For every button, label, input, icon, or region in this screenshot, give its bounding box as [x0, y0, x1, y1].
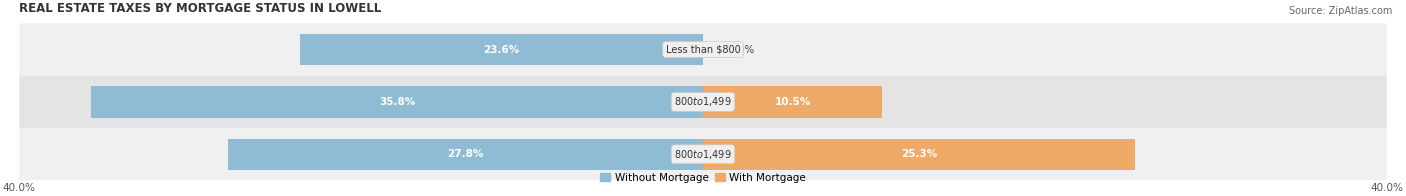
Text: $800 to $1,499: $800 to $1,499	[675, 95, 731, 108]
Text: 23.6%: 23.6%	[484, 44, 519, 54]
FancyBboxPatch shape	[20, 128, 1386, 181]
Bar	[703, 139, 1136, 170]
FancyBboxPatch shape	[20, 23, 1386, 76]
Text: 0.0%: 0.0%	[728, 44, 755, 54]
Text: Source: ZipAtlas.com: Source: ZipAtlas.com	[1288, 6, 1392, 16]
Bar	[228, 139, 703, 170]
Text: Less than $800: Less than $800	[665, 44, 741, 54]
Bar	[703, 86, 883, 118]
Text: $800 to $1,499: $800 to $1,499	[675, 148, 731, 161]
Text: REAL ESTATE TAXES BY MORTGAGE STATUS IN LOWELL: REAL ESTATE TAXES BY MORTGAGE STATUS IN …	[20, 3, 381, 15]
Text: 27.8%: 27.8%	[447, 149, 484, 159]
Legend: Without Mortgage, With Mortgage: Without Mortgage, With Mortgage	[600, 173, 806, 183]
Text: 10.5%: 10.5%	[775, 97, 811, 107]
FancyBboxPatch shape	[20, 76, 1386, 128]
Text: 25.3%: 25.3%	[901, 149, 938, 159]
Text: 35.8%: 35.8%	[378, 97, 415, 107]
Bar	[299, 34, 703, 65]
Bar	[91, 86, 703, 118]
